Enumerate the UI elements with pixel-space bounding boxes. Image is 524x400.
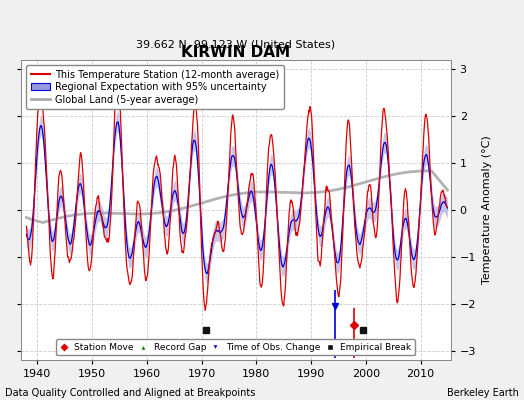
Text: 39.662 N, 99.123 W (United States): 39.662 N, 99.123 W (United States) (136, 40, 335, 50)
Text: Berkeley Earth: Berkeley Earth (447, 388, 519, 398)
Y-axis label: Temperature Anomaly (°C): Temperature Anomaly (°C) (482, 136, 492, 284)
Legend: Station Move, Record Gap, Time of Obs. Change, Empirical Break: Station Move, Record Gap, Time of Obs. C… (57, 339, 415, 356)
Text: Data Quality Controlled and Aligned at Breakpoints: Data Quality Controlled and Aligned at B… (5, 388, 256, 398)
Title: KIRWIN DAM: KIRWIN DAM (181, 45, 290, 60)
